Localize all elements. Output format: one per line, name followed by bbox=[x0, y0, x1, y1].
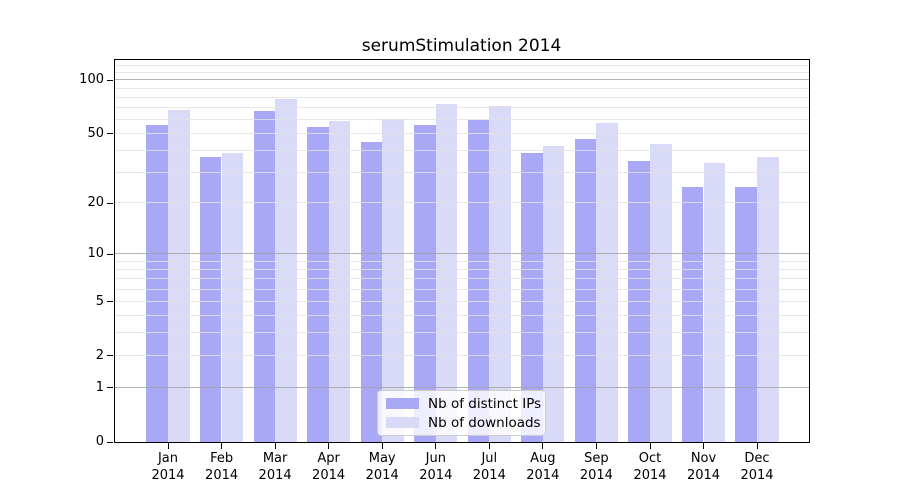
gridline-minor bbox=[114, 354, 809, 356]
bar-downloads-apr bbox=[328, 121, 351, 442]
y-tick-label: 2 bbox=[95, 347, 104, 363]
x-tick-label: Mar 2014 bbox=[258, 451, 292, 483]
bar-distinct-ips-apr bbox=[307, 126, 329, 442]
x-tick bbox=[649, 443, 651, 449]
gridline-minor bbox=[114, 278, 809, 280]
gridline-minor bbox=[114, 202, 809, 204]
plot-area bbox=[113, 59, 810, 443]
bar-distinct-ips-jan bbox=[146, 125, 168, 442]
x-tick bbox=[542, 443, 544, 449]
gridline-minor bbox=[114, 72, 809, 73]
x-tick bbox=[756, 443, 758, 449]
gridline-major bbox=[114, 386, 809, 388]
y-tick bbox=[107, 79, 113, 81]
x-tick bbox=[488, 443, 490, 449]
bar-downloads-mar bbox=[275, 98, 297, 442]
x-tick-label: Jan 2014 bbox=[151, 451, 185, 483]
gridline-minor bbox=[114, 150, 809, 151]
x-tick bbox=[167, 443, 169, 449]
gridline-minor bbox=[114, 87, 809, 89]
bar-downloads-jun bbox=[435, 103, 458, 442]
x-tick-label: Jun 2014 bbox=[419, 451, 453, 483]
chart-title: serumStimulation 2014 bbox=[361, 36, 562, 56]
bar-distinct-ips-may bbox=[360, 142, 383, 442]
y-tick-label: 100 bbox=[79, 72, 104, 88]
bar-downloads-may bbox=[382, 118, 404, 442]
bar-distinct-ips-feb bbox=[199, 157, 222, 442]
gridline-minor bbox=[114, 171, 809, 173]
bar-distinct-ips-jul bbox=[467, 119, 490, 442]
gridline-minor bbox=[114, 118, 809, 120]
y-tick bbox=[107, 301, 113, 303]
gridline-minor bbox=[114, 332, 809, 334]
bar-distinct-ips-sep bbox=[574, 138, 597, 442]
legend-swatch-downloads bbox=[386, 417, 419, 428]
y-tick-label: 0 bbox=[95, 434, 104, 449]
gridline-major bbox=[114, 79, 809, 81]
gridline-minor bbox=[114, 260, 809, 262]
x-tick-label: May 2014 bbox=[365, 451, 399, 483]
x-tick-label: Feb 2014 bbox=[205, 451, 239, 483]
x-tick-label: Sep 2014 bbox=[579, 451, 613, 483]
bar-distinct-ips-jun bbox=[414, 125, 436, 442]
gridline-minor bbox=[114, 288, 809, 290]
y-tick bbox=[107, 441, 113, 443]
bar-downloads-nov bbox=[703, 163, 726, 442]
bar-distinct-ips-nov bbox=[681, 186, 704, 442]
gridline-minor bbox=[114, 314, 809, 316]
x-tick bbox=[595, 443, 597, 449]
bar-distinct-ips-mar bbox=[253, 111, 276, 442]
x-tick bbox=[328, 443, 330, 449]
x-tick-label: Aug 2014 bbox=[526, 451, 560, 483]
y-tick bbox=[107, 133, 113, 135]
gridline-minor bbox=[114, 132, 809, 134]
bar-distinct-ips-aug bbox=[521, 153, 543, 442]
y-tick-label: 1 bbox=[95, 379, 104, 395]
gridline-minor bbox=[114, 300, 809, 302]
x-tick-label: Nov 2014 bbox=[686, 451, 721, 483]
gridline-minor bbox=[114, 107, 809, 108]
y-tick bbox=[107, 387, 113, 389]
x-tick-label: Oct 2014 bbox=[633, 451, 667, 483]
gridline-minor bbox=[114, 96, 809, 98]
x-tick bbox=[381, 443, 383, 449]
y-tick-label: 10 bbox=[87, 246, 104, 262]
legend: Nb of distinct IPs Nb of downloads bbox=[377, 390, 546, 436]
y-tick-label: 20 bbox=[87, 195, 104, 211]
x-tick bbox=[274, 443, 276, 449]
bar-downloads-oct bbox=[650, 143, 672, 442]
bar-downloads-feb bbox=[221, 153, 244, 442]
bar-downloads-jan bbox=[168, 110, 190, 442]
y-tick-label: 5 bbox=[95, 293, 104, 309]
gridline-major bbox=[114, 253, 809, 255]
x-tick-label: Dec 2014 bbox=[740, 451, 774, 483]
x-tick bbox=[703, 443, 704, 449]
x-tick bbox=[435, 443, 437, 449]
bar-distinct-ips-dec bbox=[735, 186, 757, 442]
x-tick-label: Apr 2014 bbox=[312, 451, 346, 483]
legend-row-downloads: Nb of downloads bbox=[386, 415, 541, 431]
legend-label-distinct-ips: Nb of distinct IPs bbox=[428, 395, 542, 412]
y-tick bbox=[107, 202, 113, 204]
bar-downloads-jul bbox=[489, 105, 511, 442]
bar-downloads-aug bbox=[542, 145, 565, 442]
x-tick bbox=[221, 443, 223, 449]
gridline-minor bbox=[114, 65, 809, 67]
y-tick bbox=[107, 355, 113, 357]
legend-row-distinct-ips: Nb of distinct IPs bbox=[386, 396, 541, 412]
x-tick-label: Jul 2014 bbox=[472, 451, 506, 483]
gridline-minor bbox=[114, 268, 809, 270]
bar-downloads-dec bbox=[757, 157, 779, 442]
legend-swatch-ips bbox=[386, 398, 419, 409]
y-tick-label: 50 bbox=[87, 125, 104, 141]
y-tick bbox=[107, 253, 113, 255]
legend-label-downloads: Nb of downloads bbox=[428, 414, 541, 431]
bar-downloads-sep bbox=[596, 122, 618, 442]
